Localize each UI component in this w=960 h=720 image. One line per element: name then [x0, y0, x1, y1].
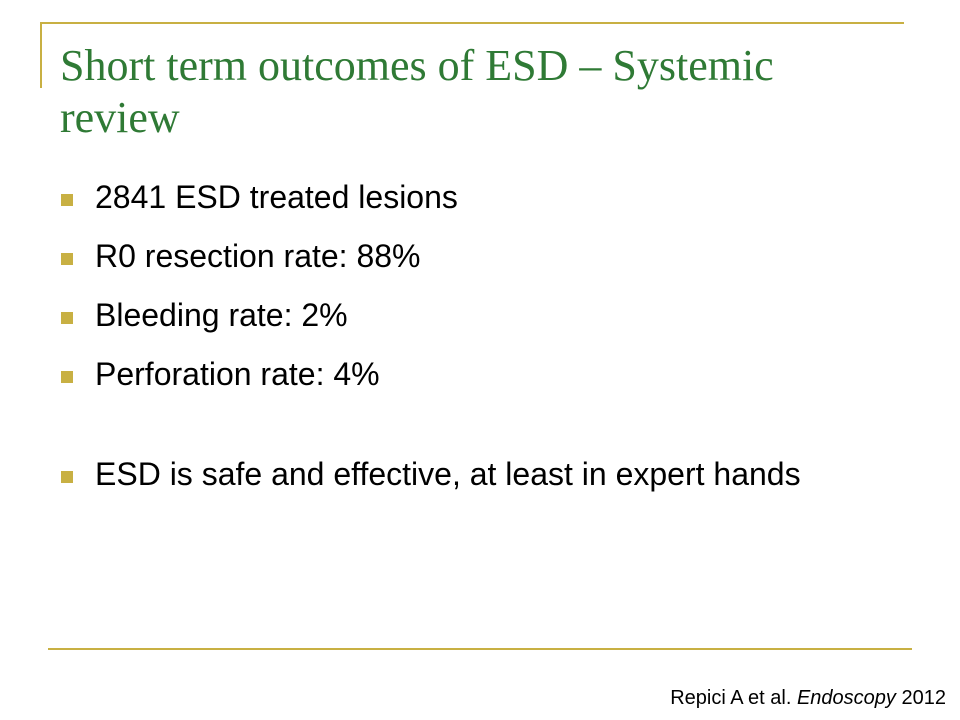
bullet-text: ESD is safe and effective, at least in e…: [95, 456, 801, 492]
square-bullet-icon: [61, 371, 73, 383]
bullet-item: 2841 ESD treated lesions: [60, 176, 880, 218]
slide-title: Short term outcomes of ESD – Systemic re…: [60, 41, 774, 142]
bullet-item: ESD is safe and effective, at least in e…: [60, 453, 880, 495]
bullet-list: 2841 ESD treated lesions R0 resection ra…: [60, 176, 880, 495]
bottom-rule: [48, 648, 912, 650]
bullet-item: R0 resection rate: 88%: [60, 235, 880, 277]
bullet-item: Perforation rate: 4%: [60, 353, 880, 395]
top-rule: [40, 22, 904, 24]
square-bullet-icon: [61, 194, 73, 206]
square-bullet-icon: [61, 471, 73, 483]
square-bullet-icon: [61, 312, 73, 324]
citation-year: 2012: [901, 687, 947, 709]
citation-authors: Repici A et al.: [670, 687, 792, 709]
bullet-text: 2841 ESD treated lesions: [95, 179, 458, 215]
citation: Repici A et al. Endoscopy 2012: [670, 686, 946, 710]
bullet-item: Bleeding rate: 2%: [60, 294, 880, 336]
bullet-text: Perforation rate: 4%: [95, 356, 380, 392]
bullet-text: Bleeding rate: 2%: [95, 297, 348, 333]
bullet-text: R0 resection rate: 88%: [95, 238, 421, 274]
citation-journal: Endoscopy: [796, 687, 896, 709]
left-rule: [40, 22, 42, 88]
square-bullet-icon: [61, 253, 73, 265]
